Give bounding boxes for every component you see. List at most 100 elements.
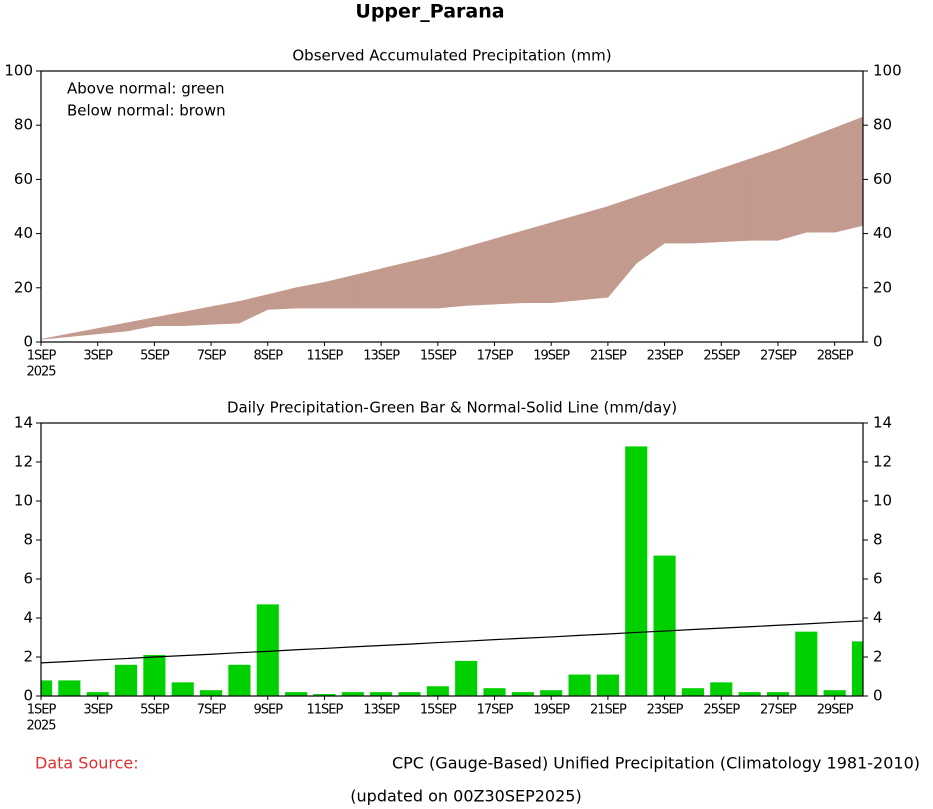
y2-tick-label: 8 (873, 531, 883, 549)
annotation: Below normal: brown (67, 102, 226, 120)
chart-title: Daily Precipitation-Green Bar & Normal-S… (227, 399, 677, 417)
y-tick-label: 80 (14, 116, 33, 134)
anomaly-band (834, 116, 863, 233)
bar (143, 655, 166, 696)
x-tick-label: 1SEP (27, 703, 57, 718)
bar (823, 690, 846, 696)
y-tick-label: 12 (14, 453, 33, 471)
x-tick-label: 17SEP (477, 703, 514, 718)
bar (596, 674, 619, 696)
bar (738, 692, 761, 696)
x-tick-label: 11SEP (307, 703, 344, 718)
anomaly-band (664, 177, 694, 244)
anomaly-band (69, 328, 98, 337)
anomaly-band (777, 138, 807, 241)
bar (398, 692, 421, 696)
plot-frame (40, 422, 864, 697)
chart-title: Observed Accumulated Precipitation (mm) (292, 47, 611, 65)
anomaly-band (579, 206, 609, 301)
anomaly-band (97, 322, 127, 335)
anomaly-band (720, 158, 750, 243)
plot-frame (40, 70, 864, 343)
anomaly-band (210, 300, 240, 325)
x-tick-label: 3SEP (83, 703, 113, 718)
anomaly-band (125, 317, 155, 332)
x-year-label: 2025 (26, 365, 56, 380)
anomaly-band (239, 294, 269, 324)
x-tick-label: 3SEP (83, 349, 113, 364)
plot-area (41, 446, 863, 696)
anomaly-band (380, 261, 410, 309)
y2-tick-label: 0 (873, 333, 883, 351)
y2-tick-label: 100 (873, 62, 902, 80)
source-label: Data Source: (35, 754, 139, 773)
bar (171, 682, 194, 696)
anomaly-band (324, 275, 354, 309)
y-tick-label: 14 (14, 414, 33, 432)
x-tick-label: 21SEP (590, 703, 627, 718)
annotation: Above normal: green (67, 80, 225, 98)
y-tick-label: 4 (23, 609, 33, 627)
anomaly-band (607, 196, 637, 299)
bar (114, 664, 138, 696)
bar (766, 692, 790, 696)
bar (58, 680, 81, 696)
bar (285, 692, 308, 696)
anomaly-band (154, 311, 184, 327)
anomaly-band (692, 168, 722, 244)
x-tick-label: 5SEP (140, 349, 170, 364)
anomaly-band (550, 214, 580, 304)
x-tick-label: 1SEP (27, 349, 57, 364)
x-tick-label: 9SEP (253, 703, 283, 718)
x-tick-label: 27SEP (760, 349, 797, 364)
x-tick-label: 13SEP (363, 349, 400, 364)
bar (256, 604, 279, 696)
anomaly-band (494, 230, 524, 305)
updated: (updated on 00Z30SEP2025) (350, 787, 581, 806)
y2-tick-label: 0 (873, 687, 883, 705)
bar (313, 694, 336, 696)
x-tick-label: 13SEP (363, 703, 400, 718)
y-tick-label: 0 (23, 687, 33, 705)
y-tick-label: 8 (23, 531, 33, 549)
y-tick-label: 2 (23, 648, 33, 666)
bar (426, 686, 449, 696)
x-tick-label: 27SEP (760, 703, 797, 718)
anomaly-band (352, 268, 382, 309)
bar (710, 682, 733, 696)
y2-tick-label: 14 (873, 414, 892, 432)
y-tick-label: 6 (23, 570, 33, 588)
y-tick-label: 20 (14, 278, 33, 296)
x-tick-label: 19SEP (533, 703, 570, 718)
x-tick-label: 25SEP (703, 703, 740, 718)
page-title: Upper_Parana (355, 1, 504, 23)
y2-tick-label: 10 (873, 492, 892, 510)
y-tick-label: 40 (14, 224, 33, 242)
y2-tick-label: 40 (873, 224, 892, 242)
bar (568, 674, 591, 696)
bar (795, 631, 818, 696)
bar (483, 688, 506, 696)
bar (86, 692, 109, 696)
x-tick-label: 17SEP (477, 349, 514, 364)
source: CPC (Gauge-Based) Unified Precipitation … (392, 754, 920, 773)
anomaly-band (806, 127, 835, 233)
x-tick-label: 8SEP (253, 349, 283, 364)
y-tick-label: 100 (4, 62, 33, 80)
x-tick-label: 7SEP (197, 703, 227, 718)
y2-tick-label: 12 (873, 453, 892, 471)
y-tick-label: 10 (14, 492, 33, 510)
y2-tick-label: 60 (873, 170, 892, 188)
x-tick-label: 19SEP (533, 349, 570, 364)
bar (455, 660, 478, 696)
anomaly-band (182, 306, 212, 327)
anomaly-band (41, 333, 70, 340)
y2-tick-label: 80 (873, 116, 892, 134)
y-tick-label: 0 (23, 333, 33, 351)
bar (851, 641, 863, 696)
x-tick-label: 11SEP (307, 349, 344, 364)
anomaly-band (437, 246, 467, 309)
x-tick-label: 15SEP (420, 349, 457, 364)
x-tick-label: 5SEP (140, 703, 170, 718)
x-year-label: 2025 (26, 719, 56, 734)
